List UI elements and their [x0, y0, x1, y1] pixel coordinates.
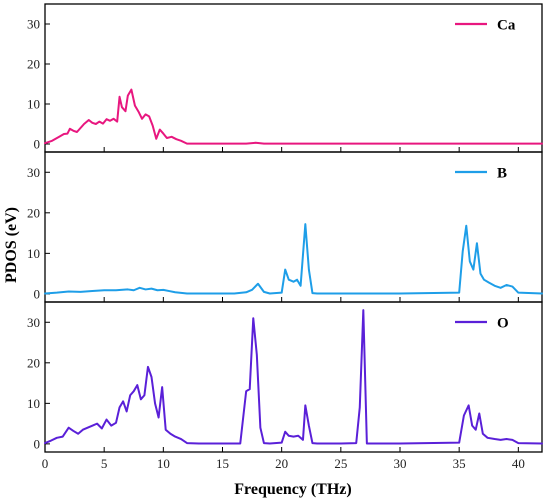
panels-group: 0 10 20 30 Ca 0 10 20 30 B 0 10 20 30 O	[27, 3, 543, 453]
legend-label: O	[497, 316, 509, 332]
y-tick-label: 20	[27, 205, 40, 220]
series-line-ca	[44, 88, 543, 145]
panel-o: 0 10 20 30 O	[27, 301, 543, 453]
y-tick-label: 30	[27, 17, 40, 32]
x-axis-title: Frequency (THz)	[234, 481, 351, 498]
y-tick-label: 10	[27, 396, 40, 411]
panel-frame	[44, 151, 543, 303]
y-tick-label: 0	[34, 286, 41, 301]
y-tick-label: 30	[27, 165, 40, 180]
y-tick-label: 10	[27, 97, 40, 112]
x-tick-label: 5	[101, 456, 108, 471]
panel-ca: 0 10 20 30 Ca	[27, 3, 543, 153]
y-tick-label: 20	[27, 57, 40, 72]
panel-b: 0 10 20 30 B	[27, 151, 543, 303]
series-line-o	[44, 309, 543, 445]
y-tick-label: 0	[34, 436, 41, 451]
x-tick-label: 15	[216, 456, 229, 471]
x-tick-label: 30	[394, 456, 407, 471]
panel-frame	[44, 301, 543, 453]
y-tick-label: 20	[27, 355, 40, 370]
x-tick-label: 20	[275, 456, 288, 471]
series-line-b	[44, 223, 543, 295]
legend-label: Ca	[497, 18, 516, 34]
y-tick-label: 0	[34, 137, 41, 152]
x-tick-label: 40	[512, 456, 525, 471]
y-tick-label: 10	[27, 246, 40, 261]
legend-label: B	[497, 166, 507, 182]
x-tick-label: 0	[42, 456, 49, 471]
x-tick-label: 10	[157, 456, 170, 471]
y-tick-label: 30	[27, 315, 40, 330]
y-axis-title: PDOS (eV)	[3, 207, 20, 283]
x-tick-label: 25	[334, 456, 347, 471]
panel-frame	[44, 3, 543, 153]
x-tick-label: 35	[453, 456, 466, 471]
x-axis: 0 5 10 15 20 25 30 35 40	[42, 456, 525, 471]
